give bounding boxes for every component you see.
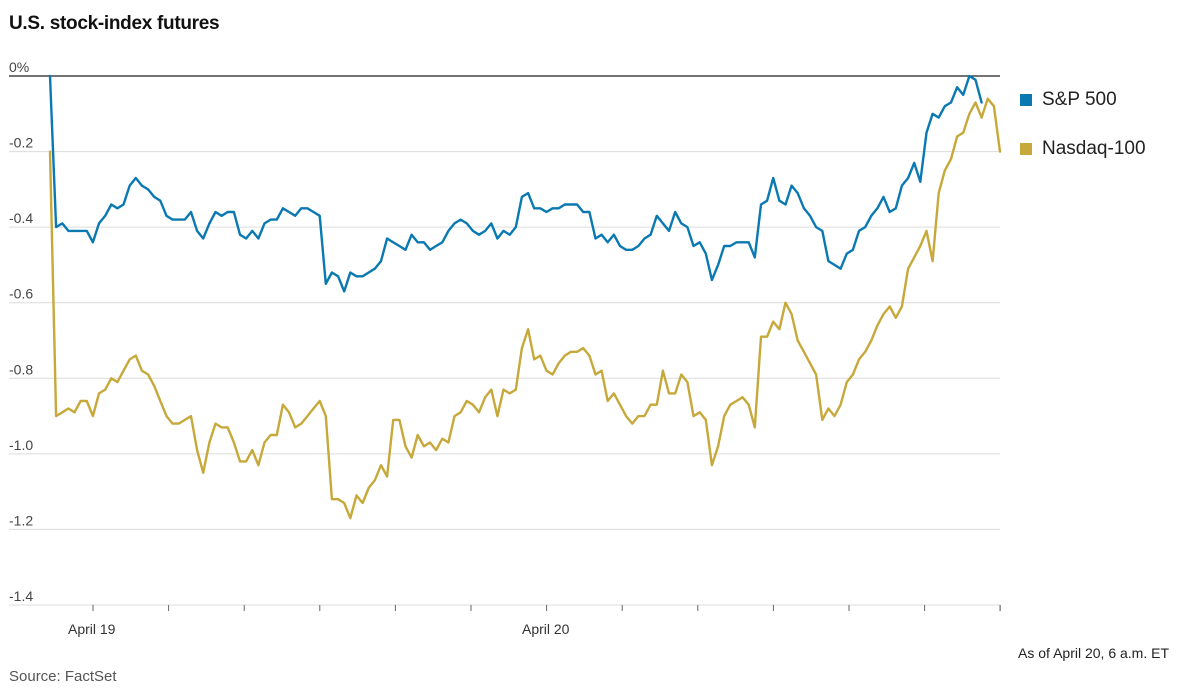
series-line-sp500 xyxy=(48,74,983,293)
series-lines xyxy=(48,74,1002,520)
source-note: Source: FactSet xyxy=(9,668,117,685)
y-tick-label: -0.6 xyxy=(9,286,33,302)
legend-item-nasdaq: Nasdaq-100 xyxy=(1020,137,1146,161)
legend-label-sp500: S&P 500 xyxy=(1042,89,1117,110)
y-axis-tick-labels: 0% -0.2 -0.4 -0.6 -0.8 -1.0 -1.2 -1.4 xyxy=(9,59,33,604)
y-tick-label: 0% xyxy=(9,59,29,75)
series-line-nasdaq-100 xyxy=(48,97,1002,520)
legend-swatch-sp500 xyxy=(1020,94,1032,106)
x-tick-label: April 20 xyxy=(522,621,570,637)
legend-item-sp500: S&P 500 xyxy=(1020,88,1146,112)
y-tick-label: -0.8 xyxy=(9,361,33,377)
as-of-note: As of April 20, 6 a.m. ET xyxy=(1018,645,1169,661)
gridlines xyxy=(9,75,1000,606)
legend: S&P 500 Nasdaq-100 xyxy=(1020,88,1146,186)
x-tick-label: April 19 xyxy=(68,621,116,637)
legend-swatch-nasdaq xyxy=(1020,143,1032,155)
y-tick-label: -1.2 xyxy=(9,512,33,528)
y-tick-label: -0.4 xyxy=(9,210,33,226)
x-axis: April 19 April 20 xyxy=(68,605,1001,637)
y-tick-label: -0.2 xyxy=(9,135,33,151)
y-tick-label: -1.0 xyxy=(9,437,33,453)
chart-title: U.S. stock-index futures xyxy=(9,13,220,34)
legend-label-nasdaq: Nasdaq-100 xyxy=(1042,138,1146,159)
y-tick-label: -1.4 xyxy=(9,588,33,604)
